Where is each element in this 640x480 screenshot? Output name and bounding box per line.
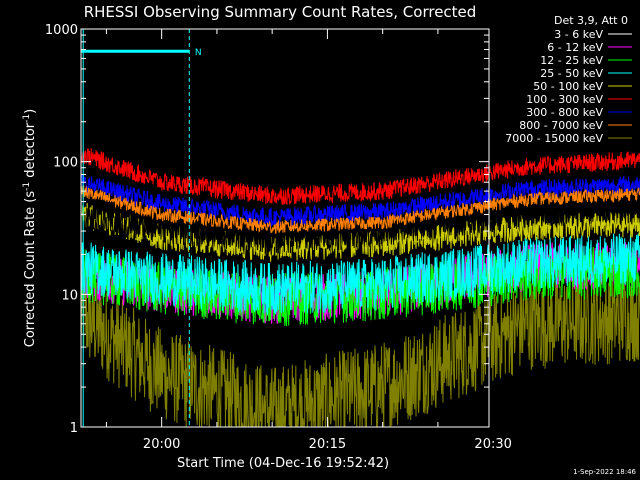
series-line <box>80 269 640 428</box>
legend-label: 12 - 25 keV <box>540 54 603 67</box>
legend-label: 300 - 800 keV <box>526 106 603 119</box>
timestamp: 1-Sep-2022 18:46 <box>573 468 636 476</box>
y-tick-label: 10 <box>61 288 78 303</box>
legend-label: 6 - 12 keV <box>547 41 603 54</box>
legend-label: 800 - 7000 keV <box>519 119 603 132</box>
series-line <box>80 172 640 227</box>
axes: 1 10 100 1000 20:00 20:15 20:30 <box>45 23 512 452</box>
x-tick-label: 20:00 <box>143 437 180 452</box>
y-tick-label: 1 <box>70 421 78 436</box>
x-axis-label: Start Time (04-Dec-16 19:52:42) <box>177 456 389 471</box>
chart-title: RHESSI Observing Summary Count Rates, Co… <box>84 3 477 21</box>
legend-label: 50 - 100 keV <box>533 80 603 93</box>
legend-label: 25 - 50 keV <box>540 67 603 80</box>
series-line <box>80 185 640 234</box>
y-axis-label: Corrected Count Rate (s-1 detector-1) <box>22 109 38 347</box>
plot-frame <box>80 28 490 428</box>
y-tick-label: 1000 <box>45 23 78 38</box>
legend-title: Det 3,9, Att 0 <box>554 14 628 27</box>
legend-label: 100 - 300 keV <box>526 93 603 106</box>
plot-area: NS <box>80 29 640 428</box>
series-line <box>80 193 640 255</box>
y-tick-label: 100 <box>53 156 78 171</box>
x-tick-label: 20:15 <box>309 437 346 452</box>
annotation-label: N <box>195 48 202 58</box>
series-line <box>80 246 640 327</box>
series-line <box>80 233 640 315</box>
x-tick-label: 20:30 <box>474 437 511 452</box>
legend-label: 3 - 6 keV <box>554 28 603 41</box>
series-line <box>80 148 640 206</box>
legend-label: 7000 - 15000 keV <box>505 132 603 145</box>
